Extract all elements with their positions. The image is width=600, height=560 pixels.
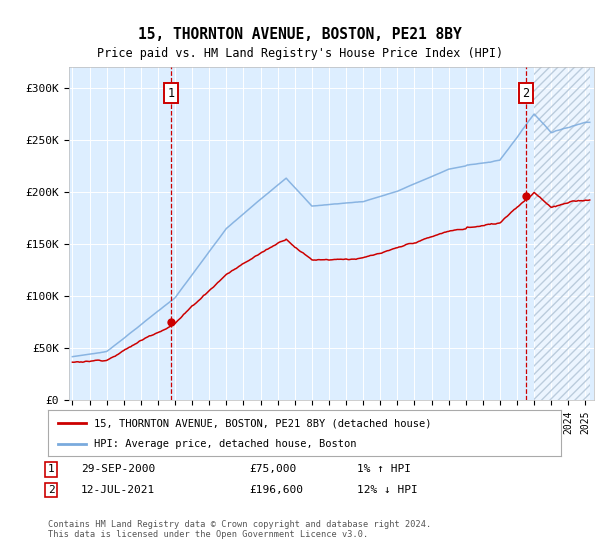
Text: £75,000: £75,000 [249,464,296,474]
Text: 29-SEP-2000: 29-SEP-2000 [81,464,155,474]
Text: 1: 1 [47,464,55,474]
Text: 12-JUL-2021: 12-JUL-2021 [81,485,155,495]
Text: HPI: Average price, detached house, Boston: HPI: Average price, detached house, Bost… [94,438,356,449]
Text: Price paid vs. HM Land Registry's House Price Index (HPI): Price paid vs. HM Land Registry's House … [97,47,503,60]
Text: £196,600: £196,600 [249,485,303,495]
Text: 1: 1 [167,87,175,100]
Text: 15, THORNTON AVENUE, BOSTON, PE21 8BY (detached house): 15, THORNTON AVENUE, BOSTON, PE21 8BY (d… [94,418,431,428]
Text: 15, THORNTON AVENUE, BOSTON, PE21 8BY: 15, THORNTON AVENUE, BOSTON, PE21 8BY [138,27,462,42]
Text: 2: 2 [47,485,55,495]
Text: 12% ↓ HPI: 12% ↓ HPI [357,485,418,495]
Text: 1% ↑ HPI: 1% ↑ HPI [357,464,411,474]
Text: Contains HM Land Registry data © Crown copyright and database right 2024.
This d: Contains HM Land Registry data © Crown c… [48,520,431,539]
Text: 2: 2 [523,87,530,100]
